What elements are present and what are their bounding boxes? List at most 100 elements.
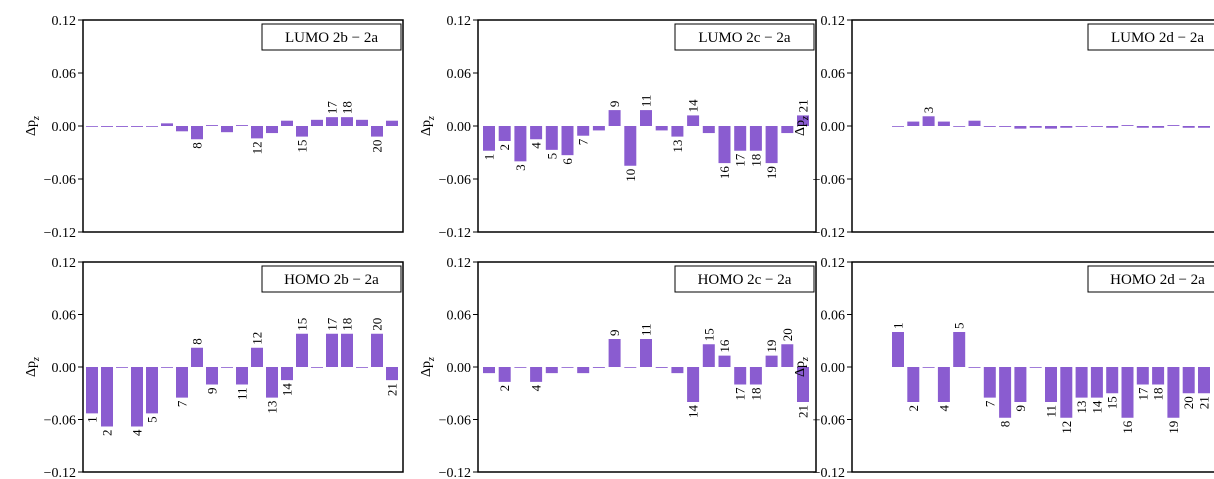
bar-label: 21 [1197,396,1212,409]
bar [781,344,794,367]
y-tick-label: −0.12 [44,226,76,241]
bar [968,367,981,368]
bar-label: 1 [891,323,906,330]
y-axis-label: Δpz [419,357,437,377]
bar-label: 21 [796,405,811,418]
y-axis-label: Δpz [419,116,437,136]
y-tick-label: 0.00 [447,120,472,135]
bar [1136,367,1149,385]
bar [1029,126,1042,128]
bar [371,126,383,137]
y-tick-label: −0.06 [439,173,471,188]
legend-box [674,265,815,293]
panel: −0.12 −0.06 0.00 0.06 0.12 8 12 15 17 18 20 Δpz LUMO… [24,14,404,241]
bar-label: 21 [796,99,811,112]
bar [937,367,950,402]
y-label-sub: z [31,116,42,121]
bar [483,367,495,374]
y-tick-label: 0.06 [447,67,472,82]
bar [236,367,248,385]
bar-label: 12 [1059,421,1074,434]
bar [655,367,668,368]
bar-label: 14 [686,99,701,113]
bar [1182,367,1195,394]
bar-label: 8 [998,421,1013,428]
bar [86,126,98,127]
bar [577,367,590,374]
bar-label: 19 [764,340,779,353]
bar [356,367,368,368]
bar [937,121,950,126]
bar [530,126,543,140]
bar [1167,367,1180,418]
bar [206,367,218,385]
bar [296,126,308,137]
bar [749,126,762,151]
bar [922,367,935,368]
bar-label: 18 [340,101,355,114]
bar [1121,367,1134,418]
y-tick-label: 0.12 [821,14,846,29]
bar [1152,126,1165,128]
bar [514,367,527,368]
bar [221,367,233,368]
bar [1060,126,1073,128]
bar-label: 7 [175,400,190,407]
bar-label: 20 [370,318,385,331]
bar-label: 9 [205,388,220,395]
y-label-sub: z [426,116,437,121]
bar [1198,126,1210,128]
y-tick-label: −0.12 [439,226,471,241]
bar [176,367,188,398]
y-label-main: Δp [419,361,434,377]
y-label-sub: z [31,357,42,362]
bar [206,125,218,126]
y-tick-label: 0.00 [821,361,846,376]
bar [671,367,684,374]
bar [797,115,809,126]
y-label-sub: z [800,357,811,362]
bar [592,367,605,368]
bar [1090,126,1103,127]
bar [341,117,353,126]
bar [116,367,128,368]
bar [922,116,935,126]
bar-label: 2 [100,430,115,437]
bar-label: 16 [717,166,732,180]
bar-label: 16 [1120,420,1135,434]
bar-label: 20 [370,140,385,153]
bar [281,367,293,381]
bar [1121,125,1134,126]
bar-label: 21 [385,383,400,396]
bar [311,119,323,126]
y-tick-label: −0.06 [439,414,471,429]
bar [983,367,996,398]
bar [116,126,128,127]
bar [86,367,98,414]
bar [386,367,398,381]
bar [624,126,637,166]
bar [514,126,527,162]
bar [386,120,398,126]
bar [161,123,173,126]
bar [640,110,652,126]
bar [1045,126,1057,129]
y-axis-label: Δpz [793,116,811,136]
bar-label: 17 [1135,387,1150,401]
legend-box [1087,265,1214,293]
bar [1106,367,1119,394]
y-axis-label: Δpz [24,116,42,136]
bar-label: 15 [701,328,716,341]
bar-label: 1 [85,416,100,423]
bar-label: 20 [780,328,795,341]
panel-title: LUMO 2c − 2a [698,30,791,46]
bar [608,110,621,126]
bar [907,121,920,126]
bar [161,367,173,368]
bar [326,333,338,367]
y-axis-label: Δpz [793,357,811,377]
y-tick-label: 0.12 [52,14,77,29]
bar [266,367,278,398]
bar [907,367,920,402]
